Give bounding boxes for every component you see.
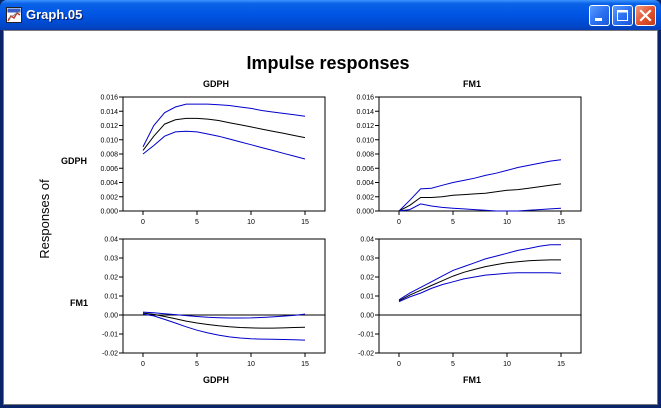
minimize-icon bbox=[595, 18, 602, 21]
x-tick-label: 0 bbox=[141, 361, 145, 368]
figure-title: Impulse responses bbox=[246, 53, 409, 73]
close-icon bbox=[639, 9, 652, 22]
series-lower-line bbox=[142, 130, 306, 160]
y-tick-label: 0.000 bbox=[100, 209, 118, 216]
y-tick-label: 0.008 bbox=[100, 152, 118, 159]
y-tick-label: 0.004 bbox=[100, 180, 118, 187]
y-tick-label: 0.006 bbox=[100, 166, 118, 173]
y-tick-label: 0.002 bbox=[100, 194, 118, 201]
y-tick-label: 0.012 bbox=[100, 123, 118, 130]
x-tick-label: 5 bbox=[451, 219, 455, 226]
title-bar[interactable]: Graph.05 bbox=[0, 0, 661, 30]
x-tick-label: 5 bbox=[195, 219, 199, 226]
column-label-bottom-fm1: FM1 bbox=[463, 375, 481, 385]
x-tick-label: 10 bbox=[503, 361, 511, 368]
row-label-fm1: FM1 bbox=[70, 298, 88, 308]
y-tick-label: 0.016 bbox=[356, 95, 374, 102]
close-button[interactable] bbox=[635, 5, 656, 26]
y-tick-label: 0.04 bbox=[104, 237, 118, 244]
y-tick-label: -0.01 bbox=[102, 332, 118, 339]
series-upper-line bbox=[142, 311, 306, 319]
y-tick-label: -0.01 bbox=[358, 332, 374, 339]
window-title: Graph.05 bbox=[26, 7, 83, 22]
series-central-line bbox=[142, 117, 306, 151]
x-tick-label: 15 bbox=[301, 219, 309, 226]
minimize-button[interactable] bbox=[589, 5, 610, 26]
panel-2: 0.000 0.002 0.004 0.006 0.008 0.010 0.012 0.014… bbox=[356, 95, 582, 226]
panel-3: -0.02 -0.01 0.00 0.01 0.02 0.03 0.04 0 5 10 15 bbox=[102, 237, 326, 368]
x-tick-label: 0 bbox=[397, 219, 401, 226]
x-tick-label: 15 bbox=[301, 361, 309, 368]
eviews-graph-icon bbox=[6, 7, 22, 23]
y-tick-label: 0.000 bbox=[356, 209, 374, 216]
responses-of-label: Responses of bbox=[37, 179, 52, 259]
x-tick-label: 0 bbox=[397, 361, 401, 368]
y-tick-label: 0.016 bbox=[100, 95, 118, 102]
y-tick-label: 0.00 bbox=[360, 313, 374, 320]
y-tick-label: 0.03 bbox=[360, 256, 374, 263]
y-tick-label: 0.004 bbox=[356, 180, 374, 187]
x-tick-label: 0 bbox=[141, 219, 145, 226]
graph-canvas[interactable]: Impulse responses Responses of GDPH FM1 … bbox=[3, 30, 658, 405]
row-label-gdph: GDPH bbox=[61, 156, 87, 166]
y-tick-label: 0.02 bbox=[104, 275, 118, 282]
x-tick-label: 10 bbox=[247, 361, 255, 368]
y-tick-label: -0.02 bbox=[102, 351, 118, 358]
panel-frame bbox=[122, 238, 326, 354]
impulse-response-figure: Impulse responses Responses of GDPH FM1 … bbox=[37, 53, 582, 385]
x-tick-label: 5 bbox=[195, 361, 199, 368]
series-upper-line bbox=[142, 103, 306, 148]
y-tick-label: 0.01 bbox=[104, 294, 118, 301]
y-tick-label: 0.002 bbox=[356, 194, 374, 201]
series-upper-line bbox=[398, 159, 562, 212]
y-tick-label: 0.010 bbox=[100, 137, 118, 144]
panel-1: 0.000 0.002 0.004 0.006 0.008 0.010 0.012 0.014… bbox=[100, 95, 326, 226]
y-tick-label: 0.00 bbox=[104, 313, 118, 320]
x-tick-label: 5 bbox=[451, 361, 455, 368]
y-tick-label: 0.014 bbox=[356, 109, 374, 116]
y-tick-label: 0.04 bbox=[360, 237, 374, 244]
y-tick-label: 0.03 bbox=[104, 256, 118, 263]
y-tick-label: -0.02 bbox=[358, 351, 374, 358]
panel-frame bbox=[378, 238, 582, 354]
series-central-line bbox=[142, 312, 306, 329]
x-tick-label: 10 bbox=[247, 219, 255, 226]
y-tick-label: 0.02 bbox=[360, 275, 374, 282]
y-tick-label: 0.010 bbox=[356, 137, 374, 144]
x-tick-label: 15 bbox=[557, 361, 565, 368]
series-central-line bbox=[398, 183, 562, 212]
series-upper-line bbox=[398, 244, 561, 301]
maximize-icon bbox=[617, 10, 628, 21]
y-tick-label: 0.006 bbox=[356, 166, 374, 173]
panel-4: -0.02 -0.01 0.00 0.01 0.02 0.03 0.04 0 5 10 15 bbox=[358, 237, 582, 368]
y-tick-label: 0.012 bbox=[356, 123, 374, 130]
y-tick-label: 0.014 bbox=[100, 109, 118, 116]
x-tick-label: 10 bbox=[503, 219, 511, 226]
series-lower-line bbox=[398, 272, 562, 303]
panel-frame bbox=[122, 96, 326, 212]
panel-frame bbox=[378, 96, 582, 212]
series-lower-line bbox=[398, 203, 562, 212]
y-tick-label: 0.008 bbox=[356, 152, 374, 159]
column-label-bottom-gdph: GDPH bbox=[203, 375, 229, 385]
series-lower-line bbox=[142, 313, 306, 341]
column-label-top-fm1: FM1 bbox=[463, 79, 481, 89]
maximize-button[interactable] bbox=[612, 5, 633, 26]
series-central-line bbox=[398, 259, 561, 302]
column-label-top-gdph: GDPH bbox=[203, 79, 229, 89]
y-tick-label: 0.01 bbox=[360, 294, 374, 301]
x-tick-label: 15 bbox=[557, 219, 565, 226]
